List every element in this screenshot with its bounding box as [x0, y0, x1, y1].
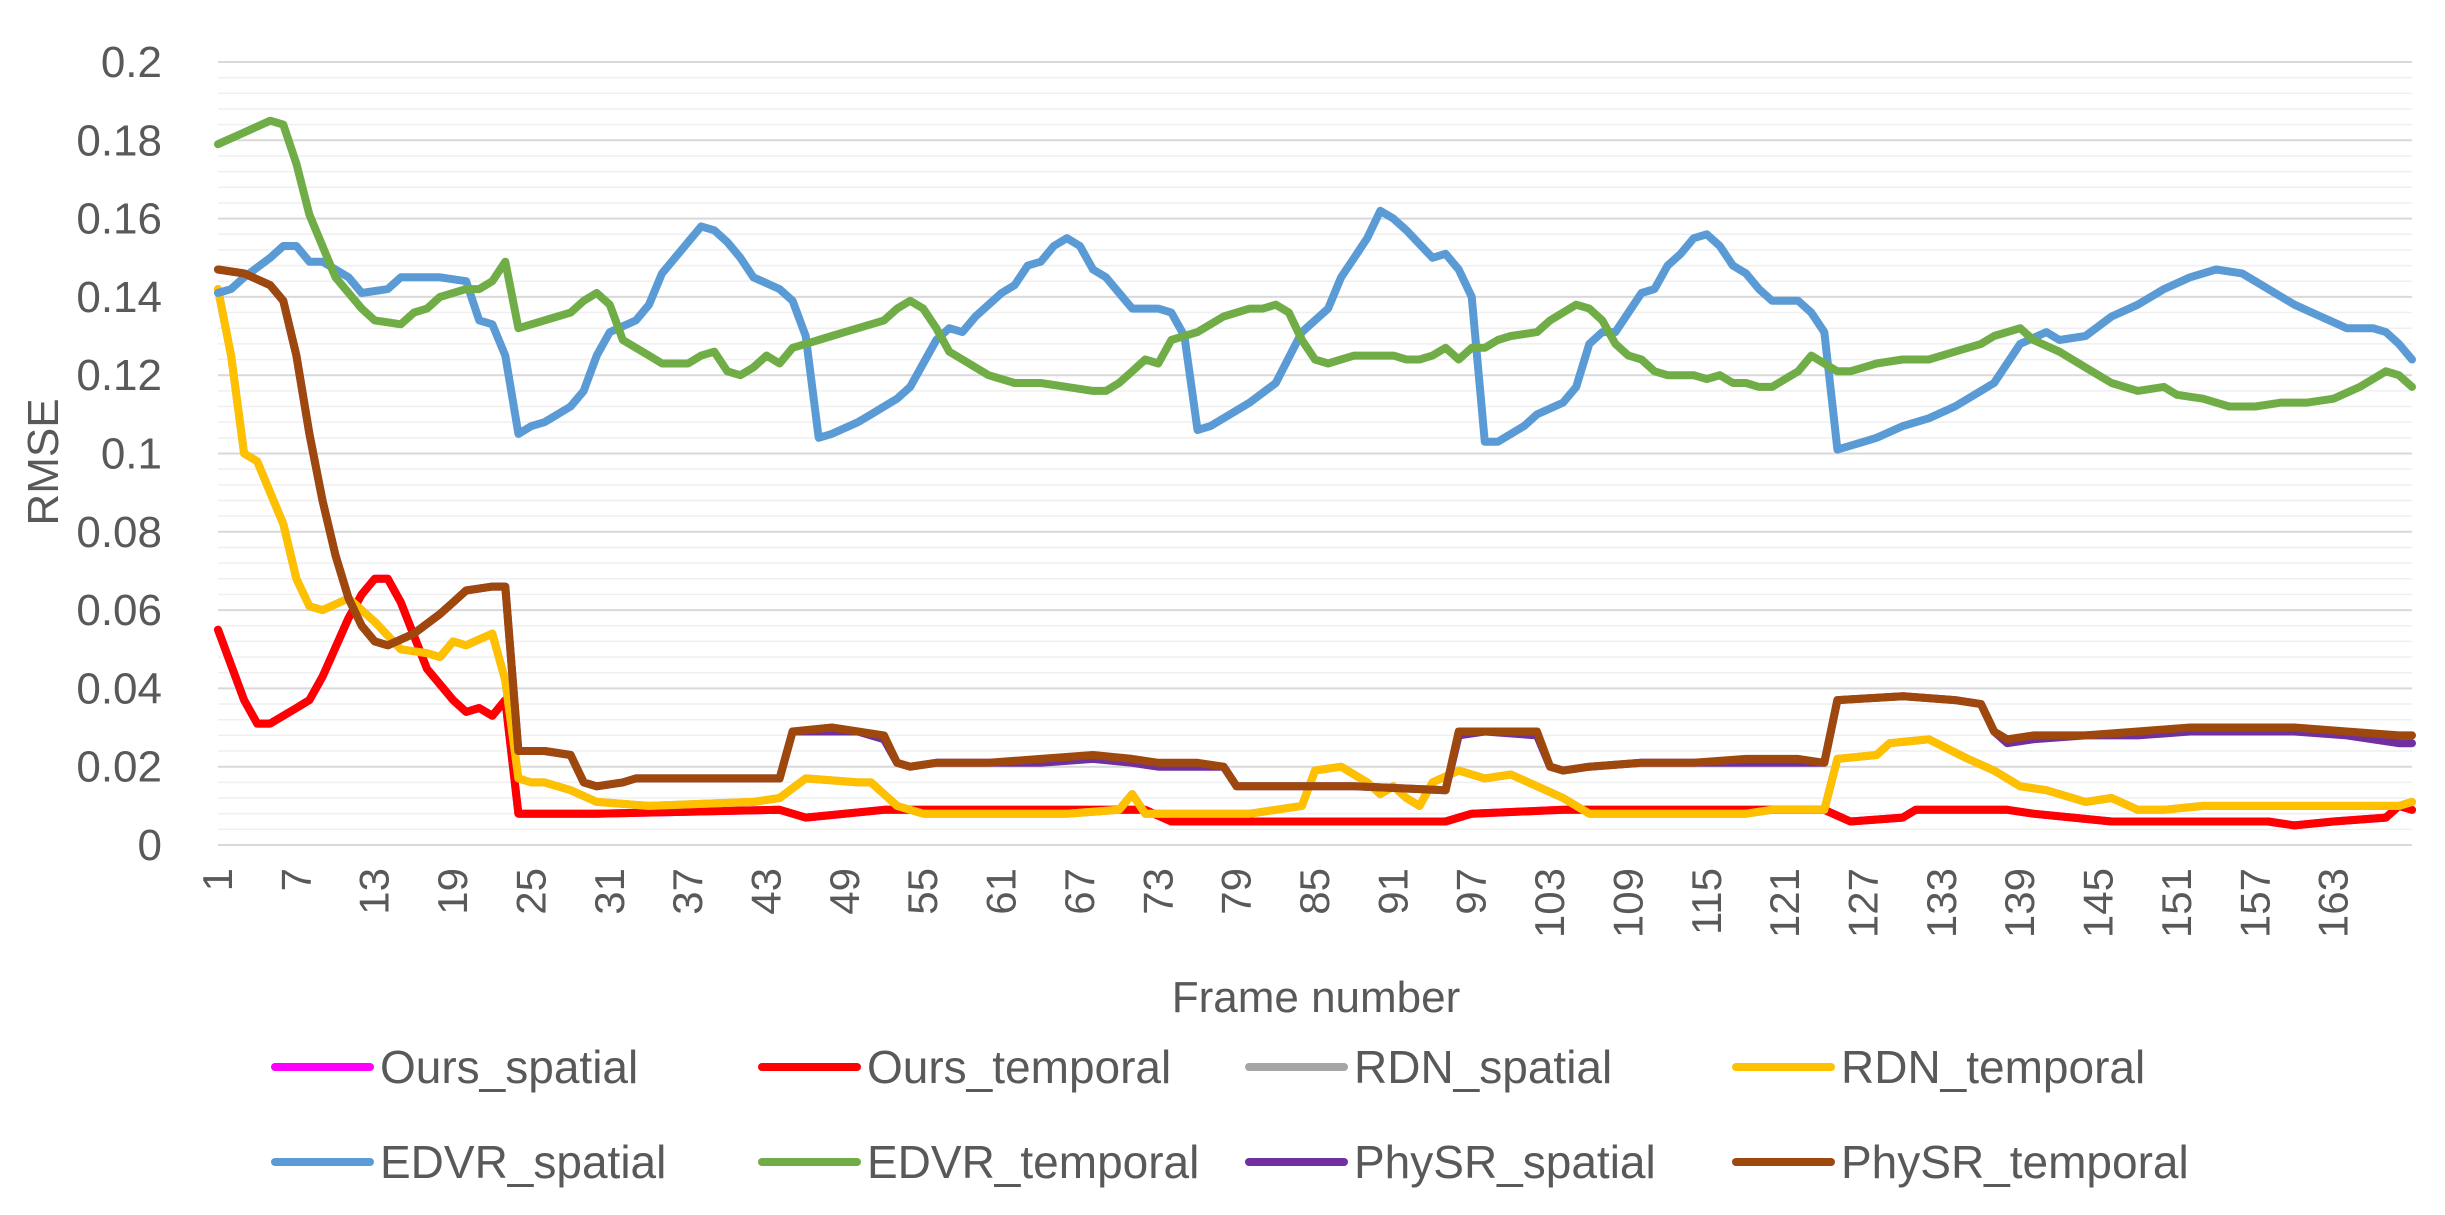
y-tick-label: 0 [138, 821, 162, 870]
x-tick-label: 79 [1213, 868, 1260, 915]
series-line-edvr-temporal [214, 116, 2416, 411]
x-tick-label: 163 [2310, 868, 2357, 938]
x-tick-label: 109 [1604, 868, 1651, 938]
legend-label: Ours_spatial [380, 1041, 638, 1093]
x-tick-label: 67 [1056, 868, 1103, 915]
series-lines [214, 116, 2416, 830]
legend: Ours_spatial Ours_temporal RDN_spatial RDN_… [271, 1041, 2189, 1188]
x-tick-label: 1 [194, 868, 241, 891]
series-line-physr-temporal [214, 265, 2416, 795]
legend-label: Ours_temporal [867, 1041, 1171, 1093]
x-tick-label: 103 [1526, 868, 1573, 938]
x-tick-label: 31 [586, 868, 633, 915]
y-tick-label: 0.02 [76, 743, 162, 792]
legend-label: PhySR_temporal [1841, 1136, 2189, 1188]
x-tick-label: 49 [821, 868, 868, 915]
y-tick-label: 0.18 [76, 116, 162, 165]
legend-label: PhySR_spatial [1354, 1136, 1656, 1188]
x-tick-label: 61 [978, 868, 1025, 915]
y-tick-label: 0.04 [76, 664, 162, 713]
x-tick-label: 145 [2075, 868, 2122, 938]
y-tick-label: 0.1 [101, 430, 162, 479]
x-tick-label: 55 [899, 868, 946, 915]
x-axis-ticks: 1 7 13 19 25 31 37 43 49 55 61 67 73 79 85 91 97 103 109 11… [194, 868, 2357, 938]
x-tick-label: 13 [351, 868, 398, 915]
y-axis-title: RMSE [19, 398, 68, 525]
x-tick-label: 73 [1134, 868, 1181, 915]
legend-label: EDVR_temporal [867, 1136, 1199, 1188]
y-tick-label: 0.2 [101, 38, 162, 87]
x-tick-label: 115 [1683, 868, 1730, 935]
x-tick-label: 139 [1996, 868, 2043, 938]
gridlines [218, 61, 2412, 831]
legend-label: RDN_temporal [1841, 1041, 2145, 1093]
series-line-edvr-spatial [214, 206, 2416, 454]
y-axis-ticks: 0 0.02 0.04 0.06 0.08 0.1 0.12 0.14 0.16 0.18 0.2 [76, 38, 162, 870]
y-tick-label: 0.06 [76, 586, 162, 635]
x-tick-label: 151 [2153, 868, 2200, 938]
series-line-rdn-temporal [214, 285, 2416, 818]
y-tick-label: 0.14 [76, 273, 162, 322]
x-tick-label: 85 [1291, 868, 1338, 915]
y-tick-label: 0.12 [76, 351, 162, 400]
x-tick-label: 37 [664, 868, 711, 915]
legend-label: RDN_spatial [1354, 1041, 1612, 1093]
x-tick-label: 157 [2231, 868, 2278, 938]
y-tick-label: 0.16 [76, 195, 162, 244]
series-line-physr-spatial [214, 265, 2416, 795]
x-tick-label: 91 [1369, 868, 1416, 915]
x-tick-label: 7 [272, 868, 319, 891]
x-tick-label: 127 [1840, 868, 1887, 938]
x-tick-label: 25 [507, 868, 554, 915]
x-tick-label: 43 [743, 868, 790, 915]
x-axis-title: Frame number [1172, 973, 1461, 1022]
x-tick-label: 97 [1448, 868, 1495, 915]
y-tick-label: 0.08 [76, 508, 162, 557]
x-tick-label: 133 [1918, 868, 1965, 938]
x-tick-label: 19 [429, 868, 476, 915]
x-tick-label: 121 [1761, 868, 1808, 938]
series-line-ours-temporal [214, 574, 2416, 830]
legend-label: EDVR_spatial [380, 1136, 666, 1188]
